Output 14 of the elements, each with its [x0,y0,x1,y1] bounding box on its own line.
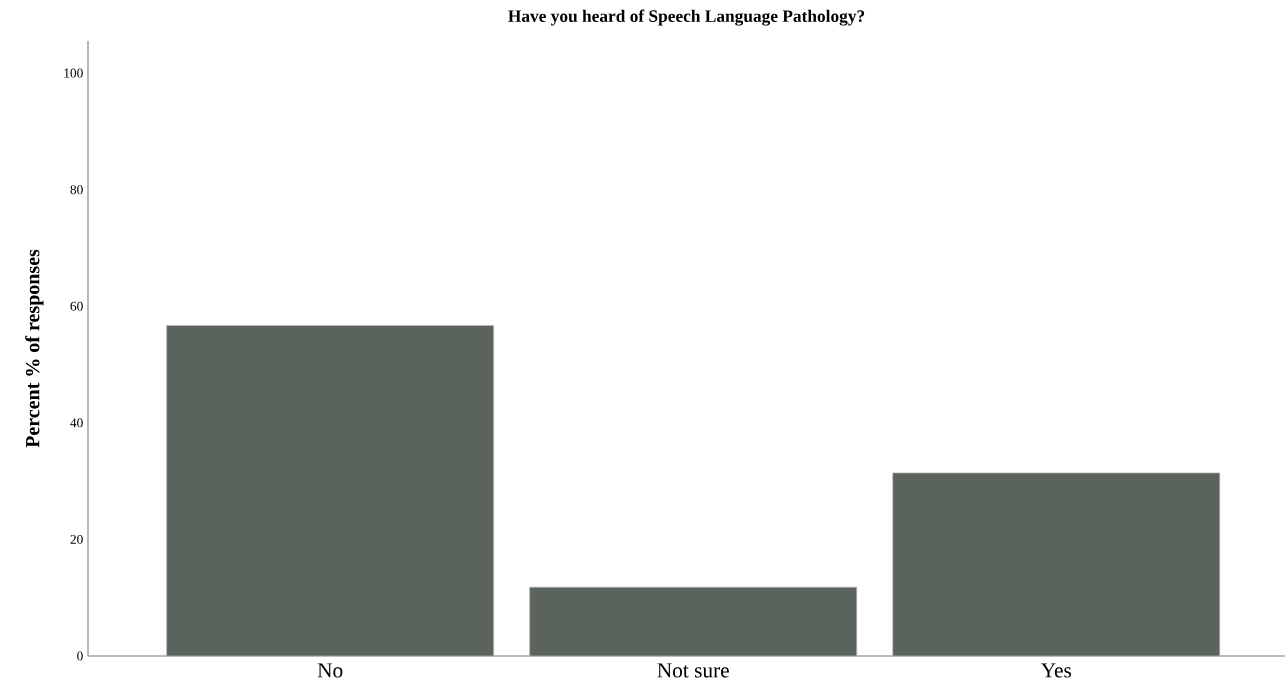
x-tick-label: Not sure [657,663,729,678]
y-tick-label: 100 [64,68,83,78]
y-tick-label: 0 [77,651,83,661]
y-tick-label: 40 [70,418,83,428]
y-tick-label: 60 [70,301,83,311]
x-tick-label: Yes [1041,663,1072,678]
y-tick-label: 80 [70,185,83,195]
y-tick-label: 20 [70,534,83,544]
bar [892,472,1221,656]
bar [166,325,495,656]
bar [529,586,858,656]
x-tick-label: No [317,663,343,678]
chart-title: Have you heard of Speech Language Pathology? [508,9,865,26]
y-axis-title: Percent % of responses [25,249,44,448]
